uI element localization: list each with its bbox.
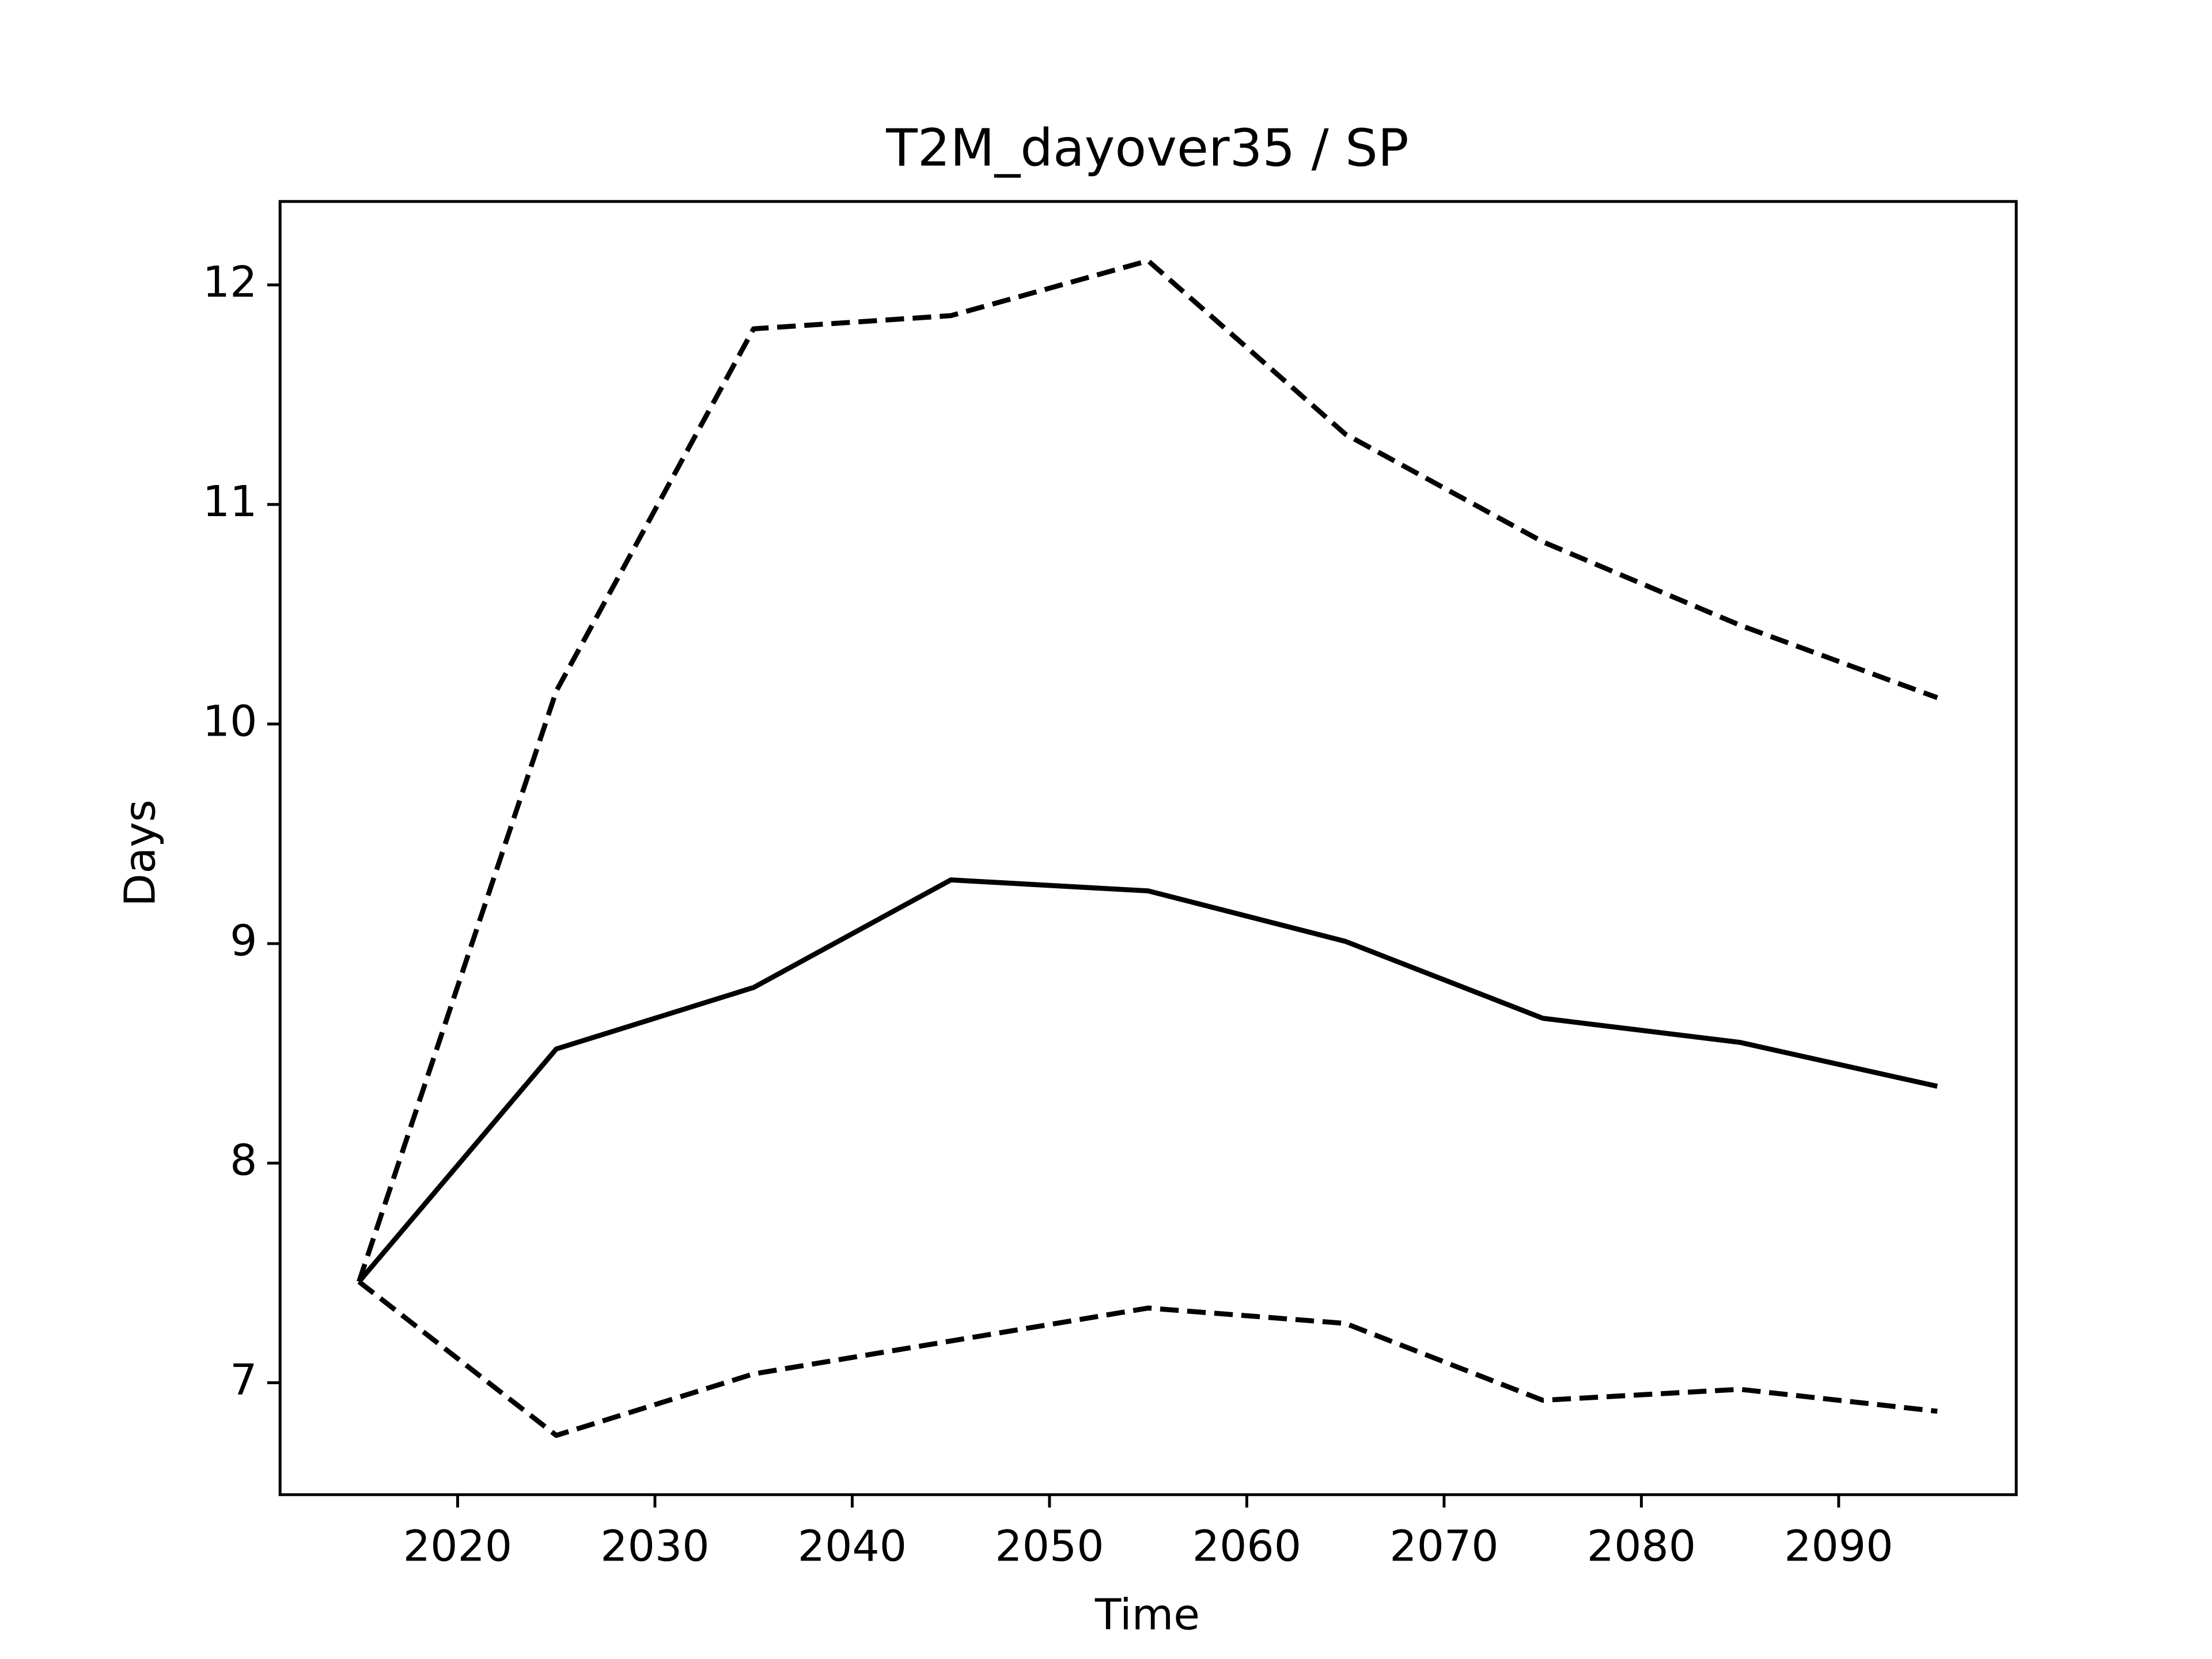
x-tick-label: 2090	[1784, 1521, 1893, 1571]
x-tick-label: 2030	[600, 1521, 709, 1571]
y-tick-label: 12	[203, 257, 257, 307]
line-series	[357, 877, 1938, 1283]
chart-title: T2M_dayover35 / SP	[885, 118, 1408, 178]
y-tick-label: 11	[203, 476, 257, 527]
y-tick-label: 7	[230, 1355, 257, 1405]
x-tick-label: 2070	[1389, 1521, 1498, 1571]
x-tick-label: 2020	[403, 1521, 512, 1571]
y-axis-label: Days	[115, 800, 165, 907]
x-tick-label: 2040	[798, 1521, 907, 1571]
x-tick-label: 2050	[995, 1521, 1104, 1571]
x-tick-label: 2080	[1587, 1521, 1696, 1571]
line-series	[357, 1279, 1938, 1438]
y-tick-label: 10	[203, 696, 257, 746]
plot-frame	[278, 200, 2018, 1497]
y-tick-label: 9	[230, 916, 257, 966]
x-tick-label: 2060	[1192, 1521, 1301, 1571]
x-axis-label: Time	[1094, 1590, 1200, 1640]
line-series	[357, 258, 1938, 1283]
y-tick-label: 8	[230, 1135, 257, 1185]
